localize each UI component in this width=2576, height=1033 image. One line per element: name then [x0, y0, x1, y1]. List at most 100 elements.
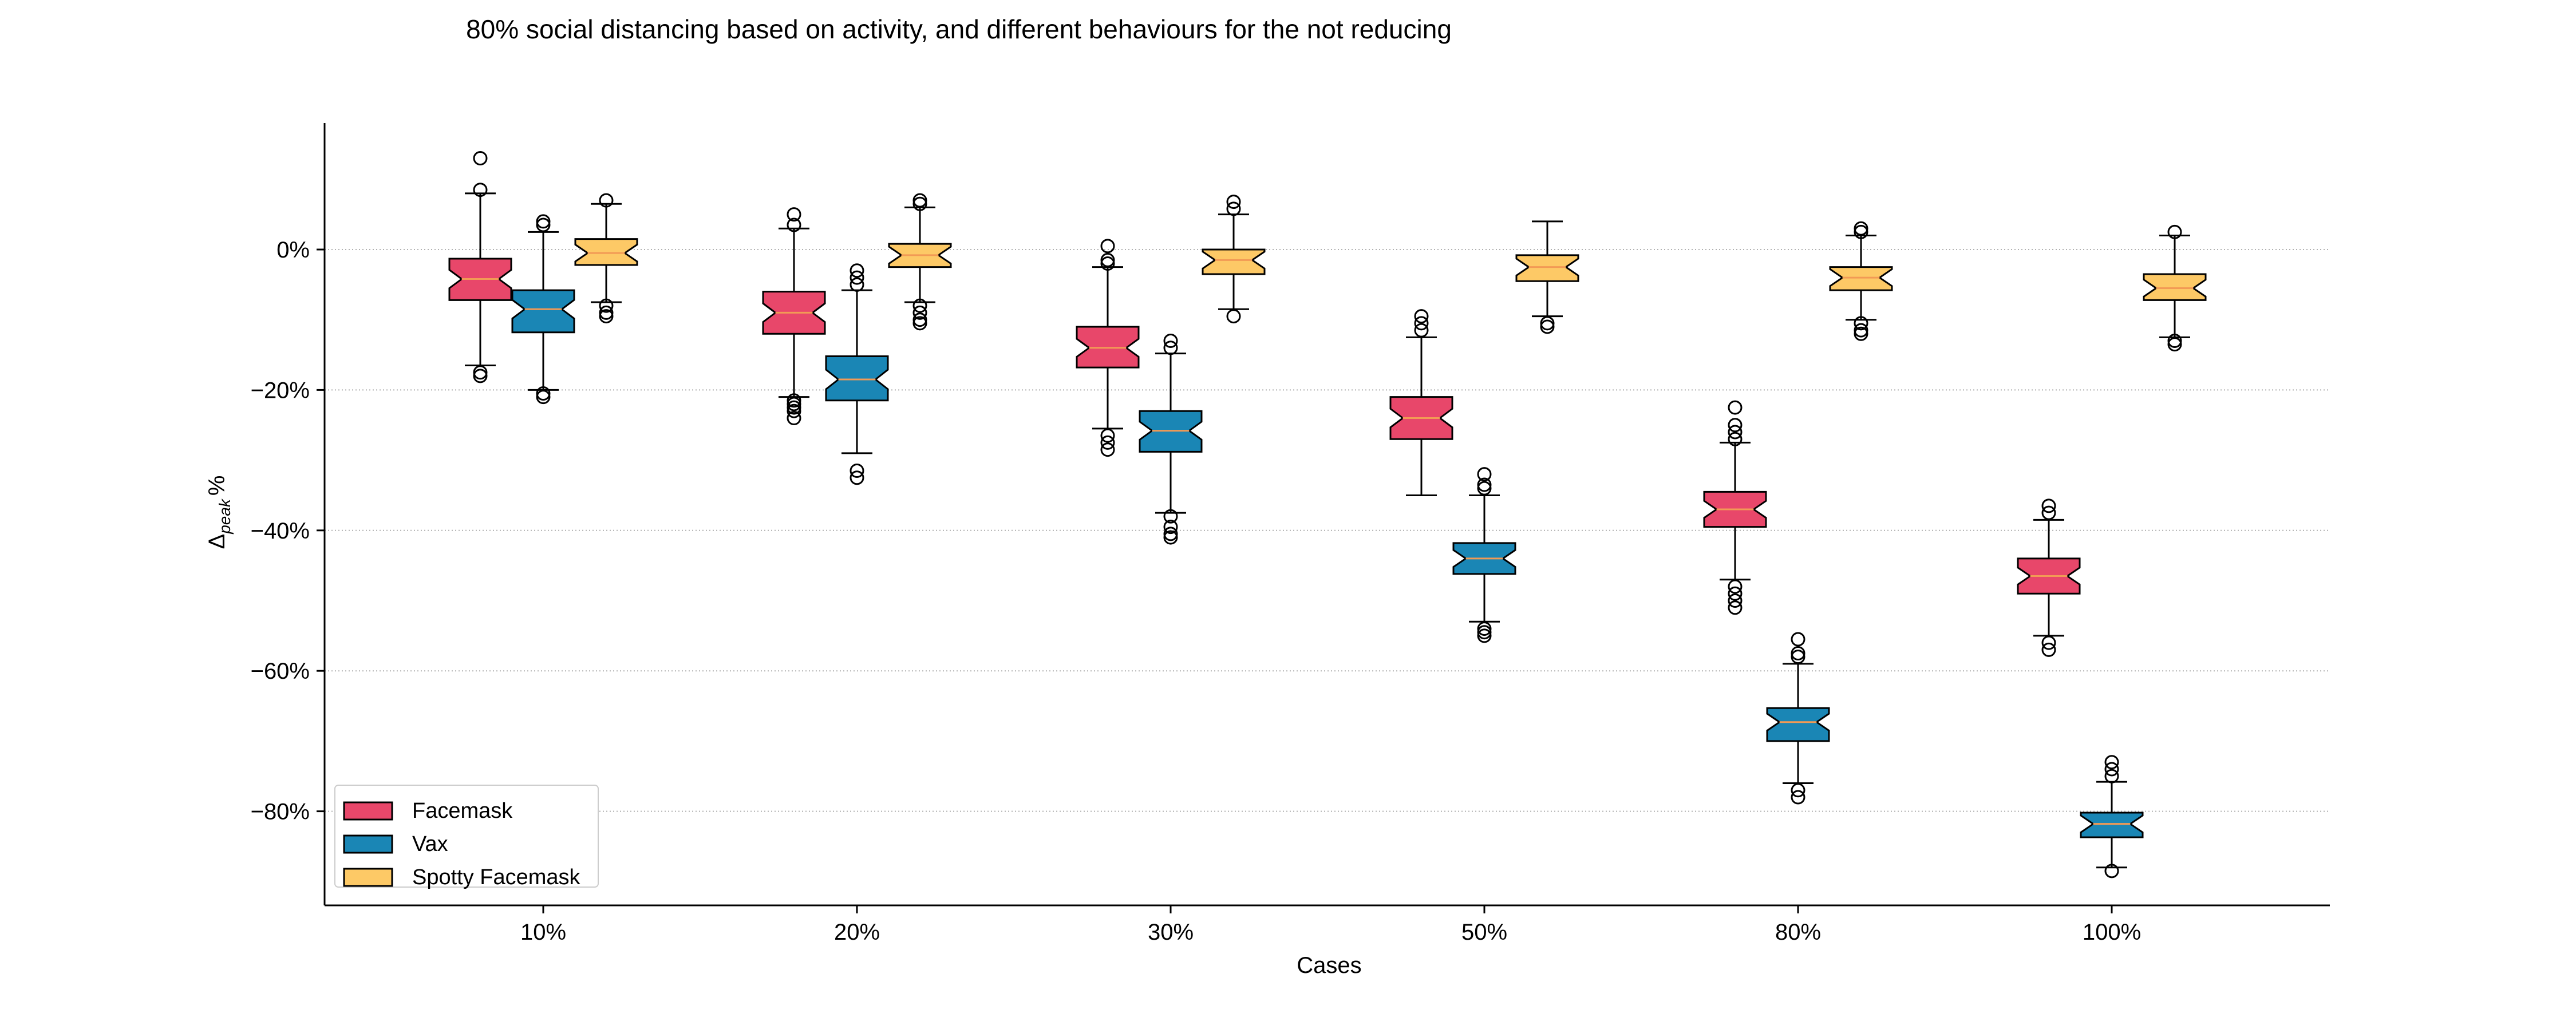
y-axis-ticks: 0% −20% −40% −60% −80%	[251, 238, 325, 825]
outlier-point	[1791, 783, 1805, 798]
box-body	[2080, 812, 2144, 838]
outlier-point	[1226, 309, 1241, 324]
legend-frame	[334, 785, 599, 888]
outlier-point	[1163, 334, 1178, 349]
x-tick-label: 20%	[834, 920, 880, 945]
outlier-point	[1728, 400, 1743, 415]
outlier-point	[599, 193, 614, 208]
outlier-point	[1226, 201, 1241, 216]
outlier-point	[1854, 224, 1868, 239]
outlier-point	[2104, 769, 2119, 783]
outlier-point	[787, 397, 801, 411]
legend-label: Facemask	[412, 799, 513, 823]
box-plot	[1139, 334, 1203, 545]
outlier-point	[1540, 319, 1555, 334]
outlier-point	[599, 305, 614, 320]
legend-label: Vax	[412, 832, 448, 856]
outlier-point	[850, 464, 864, 478]
series-spotty-facemask	[574, 193, 2207, 352]
box-plot	[2017, 498, 2081, 657]
x-tick-label: 10%	[520, 920, 566, 945]
box-body	[511, 289, 575, 334]
axes	[323, 123, 2330, 907]
outlier-point	[787, 410, 801, 425]
legend-swatch	[343, 801, 393, 821]
outlier-point	[473, 151, 488, 165]
box-plot	[1829, 221, 1893, 341]
outlier-point	[1100, 239, 1115, 254]
outlier-point	[850, 270, 864, 285]
outlier-point	[536, 390, 551, 405]
outlier-point	[2167, 337, 2182, 352]
outlier-point	[1477, 481, 1492, 496]
legend-swatch	[343, 834, 393, 854]
legend-label: Spotty Facemask	[412, 865, 581, 889]
box-plot	[1515, 220, 1579, 334]
outlier-point	[2167, 224, 2182, 239]
box-body	[1766, 707, 1830, 742]
box-plot	[448, 151, 512, 383]
series-vax	[511, 214, 2144, 878]
outlier-point	[2041, 505, 2056, 520]
outlier-point	[787, 207, 801, 222]
outlier-point	[2167, 334, 2182, 349]
outlier-point	[536, 214, 551, 229]
box-body	[1515, 254, 1579, 282]
outlier-point	[1477, 622, 1492, 636]
box-plot	[762, 207, 826, 425]
outlier-point	[2104, 755, 2119, 770]
outlier-point	[1854, 316, 1868, 331]
outlier-point	[912, 316, 927, 331]
outlier-point	[1163, 527, 1178, 541]
outlier-point	[912, 196, 927, 211]
outlier-point	[1540, 316, 1555, 331]
outlier-point	[1477, 628, 1492, 643]
outlier-point	[536, 217, 551, 232]
x-tick-label: 30%	[1148, 920, 1194, 945]
outlier-point	[473, 369, 488, 383]
outlier-point	[1100, 428, 1115, 443]
outlier-point	[473, 183, 488, 197]
outlier-point	[2041, 635, 2056, 650]
x-axis-ticks: 10% 20% 30% 50% 80% 100%	[520, 905, 2141, 945]
outlier-point	[1477, 625, 1492, 640]
outlier-point	[473, 365, 488, 380]
x-tick-label: 80%	[1775, 920, 1821, 945]
outlier-point	[1100, 442, 1115, 457]
chart-title: 80% social distancing based on activity,…	[466, 14, 1452, 44]
outlier-point	[2041, 498, 2056, 513]
legend-item: Spotty Facemask	[343, 865, 581, 889]
outlier-point	[1791, 790, 1805, 805]
outlier-point	[850, 277, 864, 292]
box-body	[2143, 273, 2207, 301]
outlier-point	[787, 217, 801, 232]
box-plot	[511, 214, 575, 405]
outlier-point	[1163, 520, 1178, 535]
outlier-point	[1163, 509, 1178, 524]
outlier-point	[1728, 432, 1743, 446]
box-plot	[1703, 400, 1767, 615]
box-plot	[2143, 224, 2207, 352]
box-body	[574, 238, 638, 266]
box-plot	[1452, 467, 1516, 643]
outlier-point	[1477, 477, 1492, 492]
series-facemask	[448, 151, 2081, 657]
outlier-point	[1728, 425, 1743, 440]
y-axis-label: Δpeak%	[204, 475, 234, 549]
outlier-point	[912, 312, 927, 327]
outlier-point	[1791, 646, 1805, 661]
y-tick-label: 0%	[276, 238, 310, 263]
outlier-point	[912, 305, 927, 320]
y-axis-label-symbol: Δ	[204, 534, 230, 549]
box-body	[1829, 266, 1893, 291]
outlier-point	[1100, 252, 1115, 267]
box-plot	[1389, 309, 1453, 496]
outlier-point	[1477, 467, 1492, 482]
x-tick-label: 100%	[2083, 920, 2141, 945]
outlier-point	[1100, 435, 1115, 450]
y-tick-label: −20%	[251, 378, 310, 403]
outlier-point	[850, 263, 864, 278]
outlier-point	[1854, 221, 1868, 236]
